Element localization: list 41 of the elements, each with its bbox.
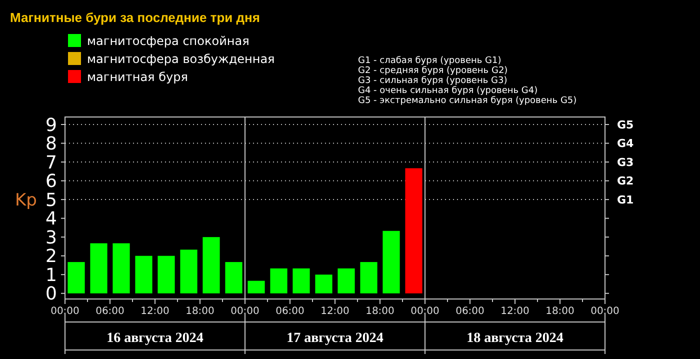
x-tick-label: 06:00 bbox=[456, 306, 484, 317]
x-tick-label: 00:00 bbox=[50, 306, 80, 317]
text: G3 - сильная буря (уровень G3) bbox=[358, 76, 508, 86]
y-tick-label: 4 bbox=[46, 208, 57, 230]
text: 17 августа 2024 bbox=[286, 331, 384, 346]
x-tick-label: 00:00 bbox=[230, 306, 260, 317]
x-tick-label: 00:00 bbox=[590, 306, 620, 317]
x-tick-label: 06:00 bbox=[96, 306, 124, 317]
y-axis-title: Kp bbox=[15, 190, 37, 211]
ref-line-label: G5 bbox=[617, 118, 634, 132]
ref-line-label: G2 bbox=[617, 174, 634, 188]
legend-label: магнитосфера спокойная bbox=[87, 34, 250, 48]
y-tick-label: 5 bbox=[46, 190, 57, 211]
legend-label: магнитная буря bbox=[87, 70, 188, 84]
y-tick-label: 3 bbox=[46, 227, 57, 248]
y-tick-label: 0 bbox=[46, 284, 57, 305]
text: 16 августа 2024 bbox=[106, 331, 204, 346]
legend-label: магнитосфера возбужденная bbox=[87, 52, 275, 66]
x-tick-label: 06:00 bbox=[276, 306, 304, 317]
y-tick-label: 2 bbox=[46, 246, 57, 268]
ref-line-label: G4 bbox=[617, 137, 634, 150]
x-tick-label: 12:00 bbox=[320, 306, 350, 317]
y-tick-label: 9 bbox=[46, 114, 57, 136]
x-tick-label: 18:00 bbox=[186, 306, 214, 317]
x-tick-label: 18:00 bbox=[546, 306, 574, 317]
y-tick-label: 6 bbox=[46, 171, 57, 192]
text: 18 августа 2024 bbox=[466, 331, 564, 346]
x-tick-label: 12:00 bbox=[140, 306, 170, 317]
text: G4 - очень сильная буря (уровень G4) bbox=[358, 86, 538, 96]
ref-line-label: G1 bbox=[617, 193, 634, 206]
x-tick-label: 12:00 bbox=[500, 306, 530, 317]
text: G2 - средняя буря (уровень G2) bbox=[358, 66, 508, 76]
text: G5 - экстремально сильная буря (уровень G5) bbox=[358, 96, 577, 106]
x-tick-label: 00:00 bbox=[410, 306, 440, 317]
text: G1 - слабая буря (уровень G1) bbox=[358, 56, 502, 66]
ref-line-label: G3 bbox=[617, 156, 634, 169]
y-tick-label: 7 bbox=[46, 152, 57, 174]
x-tick-label: 18:00 bbox=[366, 306, 394, 317]
y-tick-label: 8 bbox=[46, 134, 57, 155]
chart-title: Магнитные бури за последние три дня bbox=[10, 10, 260, 25]
y-tick-label: 1 bbox=[46, 264, 57, 286]
